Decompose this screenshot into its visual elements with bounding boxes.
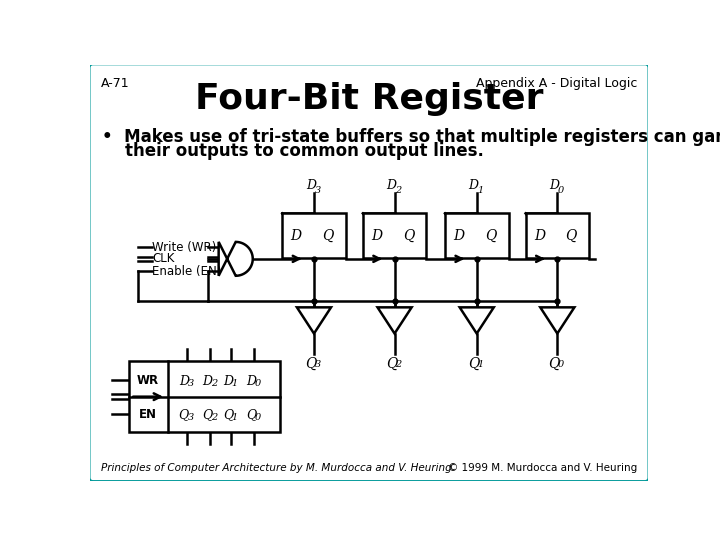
Bar [363,213,426,258]
Text: Q: Q [246,408,256,421]
Text: D: D [223,375,233,388]
Text: 1: 1 [232,413,238,422]
Text: 3: 3 [188,380,194,388]
Text: Q: Q [549,356,560,370]
Text: 2: 2 [395,360,402,369]
Text: Write (WR): Write (WR) [152,241,216,254]
Text: D: D [454,229,464,243]
Text: 2: 2 [211,380,217,388]
Text: Four-Bit Register: Four-Bit Register [194,82,544,116]
Text: D: D [179,375,189,388]
Polygon shape [377,307,412,334]
Text: Q: Q [305,356,317,370]
Polygon shape [219,242,253,276]
Bar [282,213,346,258]
FancyBboxPatch shape [89,63,649,482]
Text: A-71: A-71 [101,77,130,90]
Text: 1: 1 [477,186,484,195]
Text: CLK: CLK [152,252,174,265]
Text: 1: 1 [232,380,238,388]
Text: D: D [549,179,559,192]
Text: D: D [534,229,545,243]
Text: Q: Q [179,408,189,421]
Text: 2: 2 [395,186,402,195]
Text: •  Makes use of tri-state buffers so that multiple registers can gang: • Makes use of tri-state buffers so that… [102,128,720,146]
Polygon shape [459,307,494,334]
Bar [445,213,508,258]
Text: 0: 0 [255,413,261,422]
Text: their outputs to common output lines.: their outputs to common output lines. [102,142,485,160]
Text: D: D [291,229,302,243]
Text: D: D [246,375,256,388]
Text: D: D [387,179,397,192]
Text: 3: 3 [315,360,321,369]
Text: Q: Q [202,408,212,421]
Text: © 1999 M. Murdocca and V. Heuring: © 1999 M. Murdocca and V. Heuring [448,463,637,473]
Text: 2: 2 [211,413,217,422]
Text: Q: Q [386,356,397,370]
Text: D: D [469,179,479,192]
Text: Principles of Computer Architecture by M. Murdocca and V. Heuring: Principles of Computer Architecture by M… [101,463,451,473]
Text: Q: Q [222,408,233,421]
Text: D: D [202,375,212,388]
Text: D: D [306,179,316,192]
Text: 3: 3 [315,186,321,195]
Text: 0: 0 [558,186,564,195]
Text: Q: Q [566,229,577,243]
Bar [526,213,589,258]
Text: 0: 0 [255,380,261,388]
Text: Appendix A - Digital Logic: Appendix A - Digital Logic [476,77,637,90]
Text: D: D [372,229,382,243]
Polygon shape [297,307,331,334]
Text: Enable (EN): Enable (EN) [152,265,221,278]
Text: EN: EN [139,408,157,421]
Text: Q: Q [468,356,480,370]
Polygon shape [540,307,575,334]
Text: Q: Q [485,229,496,243]
Bar [129,361,280,432]
Text: 1: 1 [477,360,484,369]
Text: Q: Q [323,229,333,243]
Text: WR: WR [137,374,159,387]
Text: 0: 0 [558,360,564,369]
Text: 3: 3 [188,413,194,422]
Text: Q: Q [403,229,414,243]
